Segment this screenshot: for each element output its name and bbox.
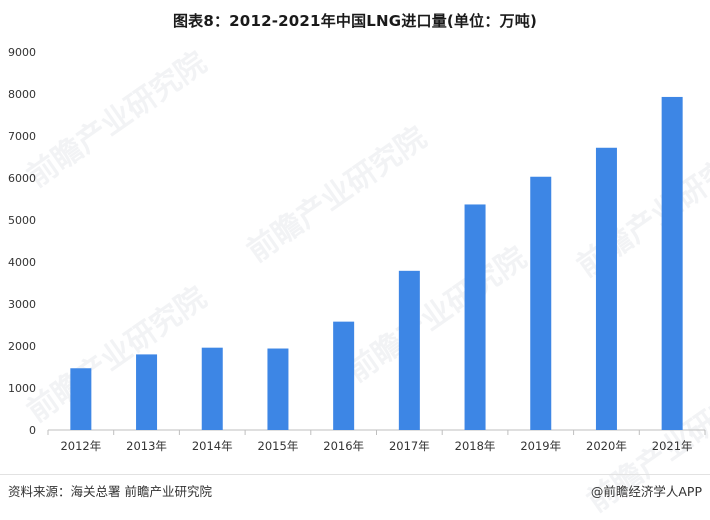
y-tick-label: 5000 — [8, 214, 36, 227]
source-text: 资料来源：海关总署 前瞻产业研究院 — [8, 484, 212, 499]
bar — [595, 147, 617, 430]
bar — [201, 347, 223, 430]
y-tick-label: 8000 — [8, 88, 36, 101]
bar — [70, 368, 92, 430]
bar — [333, 321, 355, 430]
bar — [661, 96, 683, 430]
x-tick-label: 2015年 — [258, 439, 299, 453]
bar — [267, 348, 289, 430]
bar — [136, 354, 158, 430]
bar — [464, 204, 486, 430]
y-tick-label: 9000 — [8, 46, 36, 59]
y-tick-label: 0 — [29, 424, 36, 437]
y-tick-label: 4000 — [8, 256, 36, 269]
x-tick-label: 2013年 — [126, 439, 167, 453]
bar-chart: 0 1000 2000 3000 4000 5000 6000 7000 8000 9000 201… — [8, 46, 706, 453]
footer: 资料来源：海关总署 前瞻产业研究院 @前瞻经济学人APP — [0, 474, 710, 509]
x-tick-label: 2019年 — [520, 439, 561, 453]
x-tick-label: 2012年 — [60, 439, 101, 453]
bar — [530, 176, 552, 430]
y-tick-label: 1000 — [8, 382, 36, 395]
y-tick-label: 7000 — [8, 130, 36, 143]
brand-text: @前瞻经济学人APP — [590, 484, 702, 499]
y-tick-label: 2000 — [8, 340, 36, 353]
x-tick-label: 2016年 — [323, 439, 364, 453]
chart-title: 图表8：2012-2021年中国LNG进口量(单位：万吨) — [172, 12, 538, 30]
x-tick-label: 2021年 — [652, 439, 693, 453]
x-tick-label: 2020年 — [586, 439, 627, 453]
footer-divider — [0, 474, 710, 475]
y-tick-label: 3000 — [8, 298, 36, 311]
y-tick-label: 6000 — [8, 172, 36, 185]
x-tick-label: 2017年 — [389, 439, 430, 453]
bar — [398, 270, 420, 430]
x-tick-label: 2018年 — [455, 439, 496, 453]
x-tick-label: 2014年 — [192, 439, 233, 453]
